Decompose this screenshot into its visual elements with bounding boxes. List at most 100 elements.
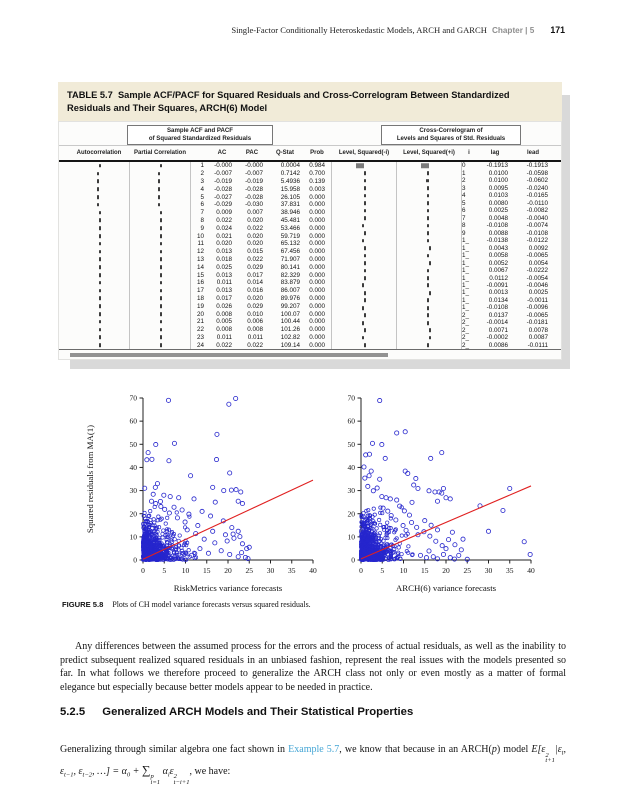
group-header-right: Cross-Correlogram of Levels and Squares … (381, 125, 521, 146)
table-row: 24 0.022 0.022 109.14 0.000 (196, 341, 325, 349)
svg-text:5: 5 (380, 566, 384, 575)
table-row: 9 0.024 0.022 53.466 0.000 (200, 224, 325, 232)
figure-caption: FIGURE 5.8 Plots of CH model variance fo… (62, 600, 311, 609)
svg-text:5: 5 (162, 566, 166, 575)
svg-text:0: 0 (133, 556, 137, 565)
corr-bar-cell (130, 310, 190, 318)
col-autocorrelation: Autocorrelation (76, 150, 122, 156)
corr-bar-cell (397, 282, 461, 289)
corr-bar-cell (69, 334, 129, 342)
table-row: 2_ 0.0137 -0.0065 (462, 311, 548, 319)
table-row: 2_ 0.0086 -0.0111 (462, 341, 548, 349)
svg-text:70: 70 (129, 394, 137, 403)
col-level-squared-pos: Level, Squared(+i) (403, 150, 455, 156)
table-row: 1 -0.000 -0.000 0.0004 0.984 (200, 162, 325, 170)
table-row: 1_ -0.0091 -0.0046 (462, 281, 548, 289)
svg-text:40: 40 (129, 463, 137, 472)
corr-bar-cell (69, 295, 129, 303)
group-header-strip: Sample ACF and PACF of Squared Standardi… (59, 124, 561, 146)
figure-caption-text: Plots of CH model variance forecasts ver… (112, 600, 311, 609)
corr-bar-cell (130, 271, 190, 279)
corr-bar-cell (397, 177, 461, 184)
corr-bar-cell (397, 252, 461, 259)
corr-bar-cell (397, 162, 461, 169)
corr-bar-cell (397, 214, 461, 221)
running-head-title: Single-Factor Conditionally Heteroskedas… (231, 25, 487, 35)
corr-bar-cell (332, 334, 396, 341)
table-row: 5 0.0080 -0.0110 (462, 199, 548, 207)
corr-bar-cell (69, 217, 129, 225)
table-row: 21 0.005 0.006 100.44 0.000 (196, 318, 325, 326)
table-row: 15 0.013 0.017 82.329 0.000 (196, 271, 325, 279)
corr-bar-cell (397, 237, 461, 244)
svg-text:70: 70 (347, 394, 355, 403)
corr-bar-cell (397, 229, 461, 236)
svg-text:10: 10 (399, 566, 407, 575)
acf-number-rows: 1 -0.000 -0.000 0.0004 0.984 2 -0.007 -0.007 0.7… (191, 162, 331, 349)
corr-bar-cell (69, 263, 129, 271)
paragraph-1: Any differences between the assumed proc… (60, 641, 566, 693)
corr-bar-cell (69, 240, 129, 248)
group-header-left: Sample ACF and PACF of Squared Standardi… (127, 125, 273, 146)
table-row: 1_ -0.0108 -0.0096 (462, 304, 548, 312)
table-row: 1_ 0.0067 -0.0222 (462, 267, 548, 275)
col-lag: lag (490, 150, 500, 156)
corr-bar-cell (332, 169, 396, 176)
svg-text:15: 15 (203, 566, 211, 575)
autocorrelation-bars (69, 162, 129, 349)
svg-text:50: 50 (347, 440, 355, 449)
horizontal-scrollbar[interactable] (59, 350, 561, 359)
corr-bar-cell (332, 274, 396, 281)
svg-text:20: 20 (129, 509, 137, 518)
scrollbar-thumb[interactable] (70, 352, 388, 357)
col-ac: AC (217, 150, 227, 156)
col-level-squared-neg: Level, Squared(-i) (338, 150, 390, 156)
table-row: 1_ -0.0138 -0.0122 (462, 237, 548, 245)
svg-text:15: 15 (421, 566, 429, 575)
section-heading: 5.2.5 Generalized ARCH Models and Their … (60, 706, 413, 718)
corr-bar-cell (397, 192, 461, 199)
corr-bar-cell (332, 282, 396, 289)
corr-bar-cell (332, 162, 396, 169)
corr-bar-cell (332, 184, 396, 191)
table-label: TABLE 5.7 (67, 90, 113, 100)
page-number: 171 (550, 25, 565, 35)
corr-bar-cell (130, 232, 190, 240)
section-number: 5.2.5 (60, 706, 86, 718)
table-row: 2_ -0.0002 0.0087 (462, 334, 548, 342)
corr-bar-cell (397, 199, 461, 206)
corr-bar-cell (332, 177, 396, 184)
corr-bar-cell (69, 256, 129, 264)
corr-bar-cell (69, 185, 129, 193)
table-row: 17 0.013 0.016 86.007 0.000 (196, 287, 325, 295)
scatter-canvas: 0 5 10 15 20 25 30 35 40 0 10 20 30 40 50 60 70 ARCH(6) v… (347, 394, 535, 593)
corr-bar-cell (69, 178, 129, 186)
table-row: 7 0.0048 -0.0040 (462, 214, 548, 222)
table-row: 12 0.013 0.015 67.456 0.000 (196, 248, 325, 256)
corr-bar-cell (332, 237, 396, 244)
svg-text:30: 30 (347, 486, 355, 495)
svg-text:30: 30 (129, 486, 137, 495)
corr-bar-cell (130, 224, 190, 232)
figure-5-8: 0 5 10 15 20 25 30 35 40 0 10 20 30 40 50 60 70 RiskMetri… (62, 390, 565, 599)
corr-bar-cell (130, 162, 190, 170)
corr-bar-cell (69, 209, 129, 217)
col-i: i (468, 150, 470, 156)
example-5-7-link[interactable]: Example 5.7 (288, 744, 340, 755)
table-row: 13 0.018 0.022 71.907 0.000 (196, 255, 325, 263)
col-lead: lead (526, 150, 539, 156)
table-row: 3 -0.019 -0.019 5.4936 0.139 (200, 177, 325, 185)
table-row: 22 0.008 0.008 101.26 0.000 (196, 326, 325, 334)
svg-text:10: 10 (347, 532, 355, 541)
table-row: 6 -0.029 -0.030 37.831 0.000 (200, 201, 325, 209)
corr-bar-cell (332, 259, 396, 266)
corr-bar-cell (69, 248, 129, 256)
corr-bar-cell (69, 318, 129, 326)
level-squared-neg-bars (332, 162, 396, 349)
corr-bar-cell (69, 310, 129, 318)
table-row: 2 -0.007 -0.007 0.7142 0.700 (200, 170, 325, 178)
corr-bar-cell (130, 326, 190, 334)
arch-formula: E[ε 2 t+1 |εt, εt−1, εt−2, …] = α0 + ∑ p i=1 … (60, 744, 566, 786)
col-q-stat: Q-Stat (276, 150, 294, 156)
